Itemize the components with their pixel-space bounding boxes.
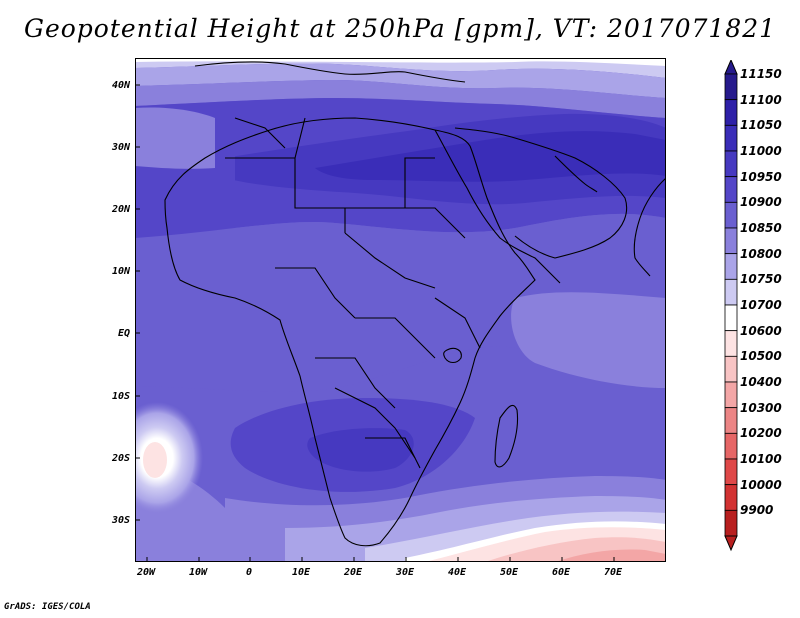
colorbar-label: 10600 — [740, 323, 782, 338]
colorbar-swatch — [724, 99, 738, 126]
x-label-0: 0 — [245, 567, 253, 578]
y-label-20s: 20S — [111, 453, 130, 464]
y-label-10s: 10S — [111, 391, 130, 402]
colorbar-swatch — [724, 355, 738, 383]
colorbar-arrow-top — [724, 58, 738, 75]
x-label-70e: 70E — [603, 567, 623, 578]
y-label-40n: 40N — [111, 80, 130, 91]
colorbar-swatch — [724, 407, 738, 434]
x-label-60e: 60E — [551, 567, 571, 578]
colorbar-label: 10850 — [740, 221, 782, 235]
colorbar-label: 10000 — [740, 477, 782, 492]
colorbar-label: 10100 — [740, 452, 782, 466]
colorbar-label: 10500 — [740, 349, 782, 364]
x-label-30e: 30E — [395, 567, 415, 578]
colorbar-swatch — [724, 73, 738, 101]
colorbar-label: 11050 — [740, 118, 782, 133]
colorbar-swatch — [724, 201, 738, 229]
chart-title: Geopotential Height at 250hPa [gpm], VT:… — [23, 14, 777, 43]
x-label-40e: 40E — [447, 567, 467, 578]
colorbar-swatch — [724, 458, 738, 486]
colorbar-swatch — [724, 124, 738, 152]
x-label-20e: 20E — [343, 567, 363, 578]
colorbar-swatch — [724, 176, 738, 203]
colorbar-swatch — [724, 484, 738, 511]
footer-credit: GrADS: IGES/COLA — [4, 602, 91, 612]
colorbar-label: 11150 — [740, 67, 782, 81]
colorbar-label: 10400 — [740, 375, 782, 389]
axis-ticks — [135, 84, 615, 562]
colorbar-arrow-bottom — [724, 535, 738, 552]
map-panel — [135, 58, 666, 562]
colorbar-swatch — [724, 150, 738, 178]
colorbar-label: 10700 — [740, 298, 782, 312]
colorbar-swatch — [724, 381, 738, 409]
colorbar-svg — [724, 58, 738, 552]
y-label-30s: 30S — [111, 515, 130, 526]
colorbar-label: 10750 — [740, 272, 782, 287]
colorbar-label: 11000 — [740, 144, 782, 158]
y-label-eq: EQ — [117, 328, 130, 339]
geopotential-map — [135, 58, 666, 562]
colorbar-label: 10200 — [740, 426, 782, 441]
x-label-10e: 10E — [291, 567, 311, 578]
x-label-10w: 10W — [188, 567, 208, 578]
colorbar-label: 11100 — [740, 92, 782, 107]
colorbar-swatch — [724, 253, 738, 280]
colorbar-swatch — [724, 304, 738, 332]
x-label-50e: 50E — [499, 567, 519, 578]
colorbar-swatch — [724, 509, 738, 537]
colorbar-label: 10300 — [740, 400, 782, 415]
y-label-30n: 30N — [111, 142, 130, 153]
colorbar-label: 10900 — [740, 195, 782, 210]
y-label-10n: 10N — [111, 266, 130, 277]
colorbar-label: 10950 — [740, 169, 782, 184]
colorbar — [720, 58, 800, 560]
colorbar-swatch — [724, 227, 738, 255]
y-label-20n: 20N — [111, 204, 130, 215]
colorbar-label: 10800 — [740, 246, 782, 261]
x-label-20w: 20W — [136, 567, 156, 578]
colorbar-label: 9900 — [740, 503, 774, 518]
colorbar-swatch — [724, 330, 738, 357]
coastlines — [164, 61, 666, 547]
colorbar-swatch — [724, 432, 738, 460]
colorbar-swatch — [724, 278, 738, 306]
